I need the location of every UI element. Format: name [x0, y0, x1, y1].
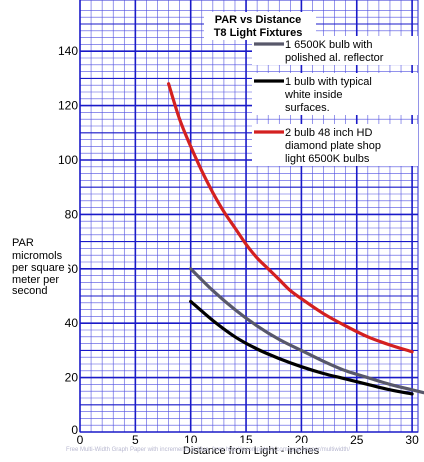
chart-title: PAR vs Distance — [215, 14, 302, 26]
x-tick-label: 25 — [350, 433, 364, 447]
y-axis-label-line: second — [12, 285, 47, 297]
legend-label: diamond plate shop — [285, 140, 381, 152]
major-grid — [79, 0, 418, 433]
y-tick-label: 40 — [65, 316, 79, 330]
y-axis-label-line: per square — [12, 262, 65, 274]
x-tick-label: 30 — [405, 433, 419, 447]
legend-label: polished al. reflector — [285, 52, 384, 64]
y-axis-label-line: micromols — [12, 250, 63, 262]
plot-area — [79, 0, 419, 433]
y-tick-label: 140 — [58, 44, 78, 58]
legend-label: light 6500K bulbs — [285, 153, 370, 165]
y-tick-label: 60 — [65, 262, 79, 276]
legend-label: 2 bulb 48 inch HD — [285, 127, 372, 139]
y-tick-label: 100 — [58, 153, 78, 167]
x-axis-label: Distance from Light - inches — [183, 445, 320, 457]
legend-label: 1 6500K bulb with — [285, 39, 372, 51]
graph-paper-credit: Free Multi-Width Graph Paper with increm… — [66, 447, 350, 453]
y-tick-label: 0 — [71, 423, 78, 437]
legend-label: 1 bulb with typical — [285, 76, 372, 88]
y-axis-label-line: meter per — [12, 274, 59, 286]
series-line-white-surfaces — [189, 299, 414, 396]
legend-entry-background — [252, 36, 418, 65]
series-line-reflector — [189, 267, 424, 395]
y-axis-label-background — [10, 234, 68, 294]
title-background — [204, 12, 316, 40]
series-line-hd-shop-light — [167, 82, 414, 354]
y-tick-label: 80 — [65, 207, 79, 221]
x-axis-label-background — [168, 443, 334, 457]
y-tick-label: 120 — [58, 99, 78, 113]
legend-label: white inside — [284, 89, 342, 101]
y-tick-label: 20 — [65, 371, 79, 385]
x-tick-label: 5 — [132, 433, 139, 447]
x-tick-label: 0 — [77, 433, 84, 447]
y-axis-label-line: PAR — [12, 237, 34, 249]
legend-label: surfaces. — [285, 102, 330, 114]
series-lines — [167, 82, 424, 396]
